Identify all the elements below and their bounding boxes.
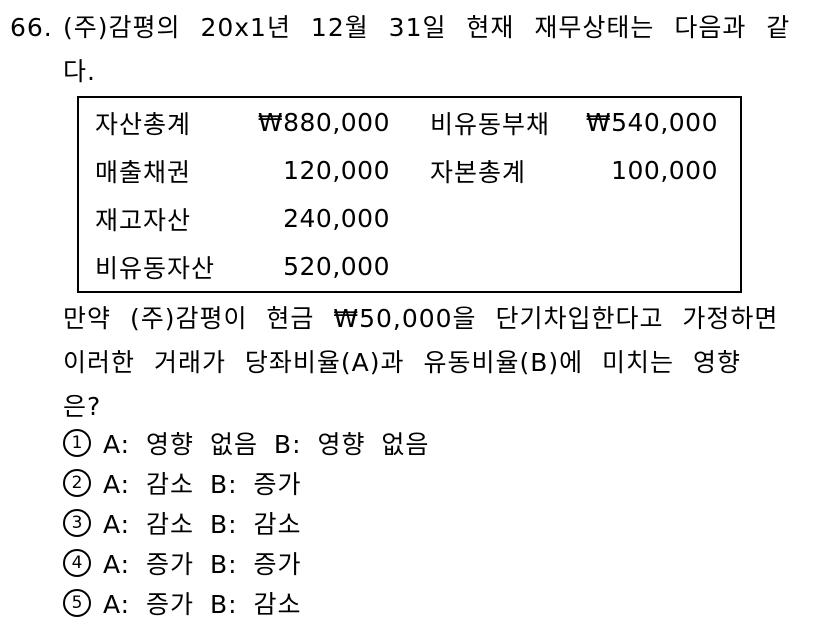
account-label: 매출채권 xyxy=(95,157,192,187)
choice-label: A: 증가 B: 증가 xyxy=(103,550,302,579)
choice-label: A: 감소 B: 감소 xyxy=(103,510,302,539)
circled-number: 5 xyxy=(63,589,91,617)
choice-label: A: 증가 B: 감소 xyxy=(103,590,302,619)
question-body-line1: 만약 (주)감평이 현금 ₩50,000을 단기차입한다고 가정하면 xyxy=(63,304,779,333)
account-label: 비유동부채 xyxy=(430,109,551,139)
account-value: 120,000 xyxy=(283,156,390,185)
choice-option-4: 4 A: 증가 B: 증가 xyxy=(63,543,429,583)
choice-option-5: 5 A: 증가 B: 감소 xyxy=(63,583,429,622)
choice-option-1: 1 A: 영향 없음 B: 영향 없음 xyxy=(63,423,429,463)
question-body-line3: 은? xyxy=(63,392,102,421)
financial-position-table: 자산총계 ₩880,000 비유동부채 ₩540,000 매출채권 120,00… xyxy=(77,96,742,293)
account-value: 240,000 xyxy=(283,204,390,233)
question-number: 66. xyxy=(10,13,53,42)
choice-option-3: 3 A: 감소 B: 감소 xyxy=(63,503,429,543)
circled-number: 1 xyxy=(63,429,91,457)
choice-option-2: 2 A: 감소 B: 증가 xyxy=(63,463,429,503)
question-body-line2: 이러한 거래가 당좌비율(A)과 유동비율(B)에 미치는 영향 xyxy=(63,348,742,377)
question-body: 만약 (주)감평이 현금 ₩50,000을 단기차입한다고 가정하면 이러한 거… xyxy=(63,297,818,429)
question-intro-line2: 다. xyxy=(63,57,96,86)
account-value: 100,000 xyxy=(611,156,718,185)
question-header: 66. (주)감평의 20x1년 12월 31일 현재 재무상태는 다음과 같 … xyxy=(10,6,816,94)
circled-number: 2 xyxy=(63,469,91,497)
account-label: 자본총계 xyxy=(430,157,527,187)
account-label: 재고자산 xyxy=(95,205,192,235)
question-intro-line1: (주)감평의 20x1년 12월 31일 현재 재무상태는 다음과 같 xyxy=(63,13,791,42)
account-label: 비유동자산 xyxy=(95,253,216,283)
account-value: ₩880,000 xyxy=(257,108,390,137)
choices-list: 1 A: 영향 없음 B: 영향 없음 2 A: 감소 B: 증가 3 A: 감… xyxy=(63,423,429,622)
question-intro: (주)감평의 20x1년 12월 31일 현재 재무상태는 다음과 같 다. xyxy=(63,6,816,94)
circled-number: 4 xyxy=(63,549,91,577)
choice-label: A: 감소 B: 증가 xyxy=(103,470,302,499)
account-value: 520,000 xyxy=(283,252,390,281)
choice-label: A: 영향 없음 B: 영향 없음 xyxy=(103,430,430,459)
account-value: ₩540,000 xyxy=(585,108,718,137)
account-label: 자산총계 xyxy=(95,109,192,139)
circled-number: 3 xyxy=(63,509,91,537)
